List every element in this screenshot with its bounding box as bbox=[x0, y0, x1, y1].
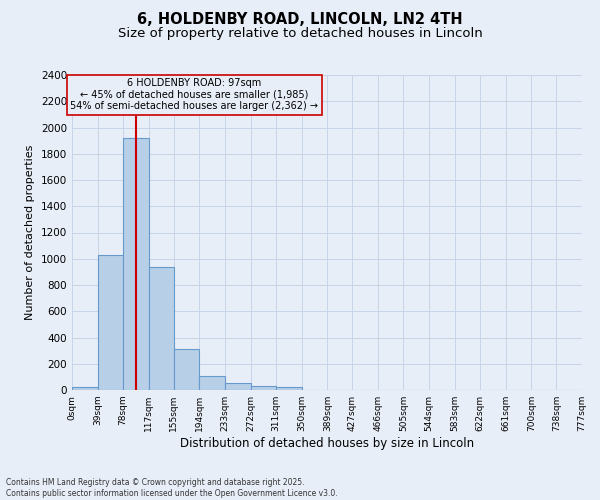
Bar bbox=[72, 388, 98, 390]
Bar bbox=[199, 376, 225, 390]
Text: Contains HM Land Registry data © Crown copyright and database right 2025.
Contai: Contains HM Land Registry data © Crown c… bbox=[6, 478, 338, 498]
Text: 6 HOLDENBY ROAD: 97sqm
← 45% of detached houses are smaller (1,985)
54% of semi-: 6 HOLDENBY ROAD: 97sqm ← 45% of detached… bbox=[70, 78, 319, 112]
Bar bbox=[149, 268, 174, 390]
Y-axis label: Number of detached properties: Number of detached properties bbox=[25, 145, 35, 320]
Bar bbox=[123, 138, 149, 390]
X-axis label: Distribution of detached houses by size in Lincoln: Distribution of detached houses by size … bbox=[180, 437, 474, 450]
Bar bbox=[225, 384, 251, 390]
Bar bbox=[98, 256, 123, 390]
Bar bbox=[174, 348, 199, 390]
Text: Size of property relative to detached houses in Lincoln: Size of property relative to detached ho… bbox=[118, 28, 482, 40]
Bar bbox=[276, 388, 302, 390]
Bar bbox=[251, 386, 276, 390]
Text: 6, HOLDENBY ROAD, LINCOLN, LN2 4TH: 6, HOLDENBY ROAD, LINCOLN, LN2 4TH bbox=[137, 12, 463, 28]
